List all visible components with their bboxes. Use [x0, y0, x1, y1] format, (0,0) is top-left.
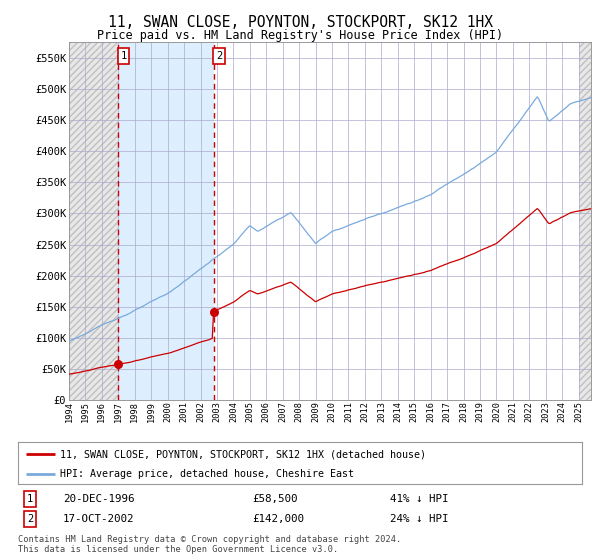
Text: 2021: 2021 [508, 402, 517, 422]
Text: 2020: 2020 [492, 402, 501, 422]
Text: 2016: 2016 [426, 402, 435, 422]
Text: 2024: 2024 [558, 402, 567, 422]
Bar [69, 42, 118, 400]
Text: 2014: 2014 [394, 402, 403, 422]
Text: 2022: 2022 [525, 402, 534, 422]
Text: £142,000: £142,000 [252, 514, 304, 524]
Text: 2023: 2023 [541, 402, 550, 422]
Text: 1995: 1995 [81, 402, 90, 422]
Bar [69, 42, 118, 400]
Bar [578, 42, 591, 400]
Text: 2: 2 [27, 514, 33, 524]
Text: 1997: 1997 [114, 402, 123, 422]
Text: 2018: 2018 [459, 402, 468, 422]
Text: 20-DEC-1996: 20-DEC-1996 [63, 494, 134, 504]
Text: 2019: 2019 [476, 402, 485, 422]
Text: 1998: 1998 [130, 402, 139, 422]
Text: 1999: 1999 [147, 402, 156, 422]
Text: 11, SWAN CLOSE, POYNTON, STOCKPORT, SK12 1HX (detached house): 11, SWAN CLOSE, POYNTON, STOCKPORT, SK12… [60, 449, 426, 459]
Text: 2011: 2011 [344, 402, 353, 422]
Text: 2008: 2008 [295, 402, 304, 422]
Text: 1996: 1996 [97, 402, 106, 422]
Text: 2000: 2000 [163, 402, 172, 422]
Text: 2012: 2012 [361, 402, 370, 422]
Text: 11, SWAN CLOSE, POYNTON, STOCKPORT, SK12 1HX: 11, SWAN CLOSE, POYNTON, STOCKPORT, SK12… [107, 15, 493, 30]
Text: 2007: 2007 [278, 402, 287, 422]
Text: 2010: 2010 [328, 402, 337, 422]
Text: 2002: 2002 [196, 402, 205, 422]
Text: 2004: 2004 [229, 402, 238, 422]
Text: 24% ↓ HPI: 24% ↓ HPI [390, 514, 449, 524]
Text: 2015: 2015 [410, 402, 419, 422]
Text: 2003: 2003 [212, 402, 221, 422]
Text: HPI: Average price, detached house, Cheshire East: HPI: Average price, detached house, Ches… [60, 469, 354, 479]
Text: 2013: 2013 [377, 402, 386, 422]
Text: 2009: 2009 [311, 402, 320, 422]
Text: 17-OCT-2002: 17-OCT-2002 [63, 514, 134, 524]
Text: £58,500: £58,500 [252, 494, 298, 504]
Text: 2025: 2025 [574, 402, 583, 422]
Text: Contains HM Land Registry data © Crown copyright and database right 2024.
This d: Contains HM Land Registry data © Crown c… [18, 535, 401, 554]
Text: 1: 1 [27, 494, 33, 504]
Text: 41% ↓ HPI: 41% ↓ HPI [390, 494, 449, 504]
Text: 2: 2 [216, 51, 222, 61]
Text: Price paid vs. HM Land Registry's House Price Index (HPI): Price paid vs. HM Land Registry's House … [97, 29, 503, 42]
Text: 1994: 1994 [65, 402, 74, 422]
Text: 2001: 2001 [179, 402, 188, 422]
Bar [578, 42, 591, 400]
Text: 1: 1 [120, 51, 127, 61]
Text: 2006: 2006 [262, 402, 271, 422]
Bar [118, 42, 214, 400]
Text: 2017: 2017 [443, 402, 452, 422]
Text: 2005: 2005 [245, 402, 254, 422]
